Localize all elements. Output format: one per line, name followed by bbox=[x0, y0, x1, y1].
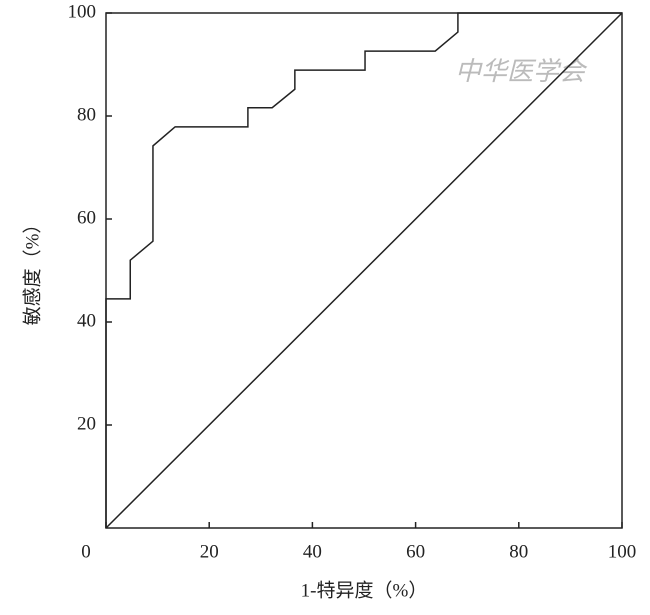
line bbox=[105, 12, 623, 529]
y-tick-label: 20 bbox=[77, 413, 96, 434]
y-tick-label: 60 bbox=[77, 207, 96, 228]
y-tick-label: 100 bbox=[68, 1, 97, 22]
x-tick-label: 0 bbox=[81, 541, 91, 562]
x-tick-label: 80 bbox=[509, 541, 528, 562]
x-tick-label: 100 bbox=[608, 541, 637, 562]
y-tick-label: 40 bbox=[77, 310, 96, 331]
x-axis-label: 1-特异度（%） bbox=[301, 579, 428, 601]
line bbox=[105, 12, 622, 528]
x-tick-label: 40 bbox=[303, 541, 322, 562]
x-tick-label: 20 bbox=[200, 541, 219, 562]
plot-frame bbox=[105, 12, 623, 529]
y-tick-label: 80 bbox=[77, 104, 96, 125]
x-tick-label: 60 bbox=[406, 541, 425, 562]
watermark: 中华医学会 bbox=[455, 57, 588, 86]
y-axis-label: 敏感度（%） bbox=[21, 215, 43, 326]
